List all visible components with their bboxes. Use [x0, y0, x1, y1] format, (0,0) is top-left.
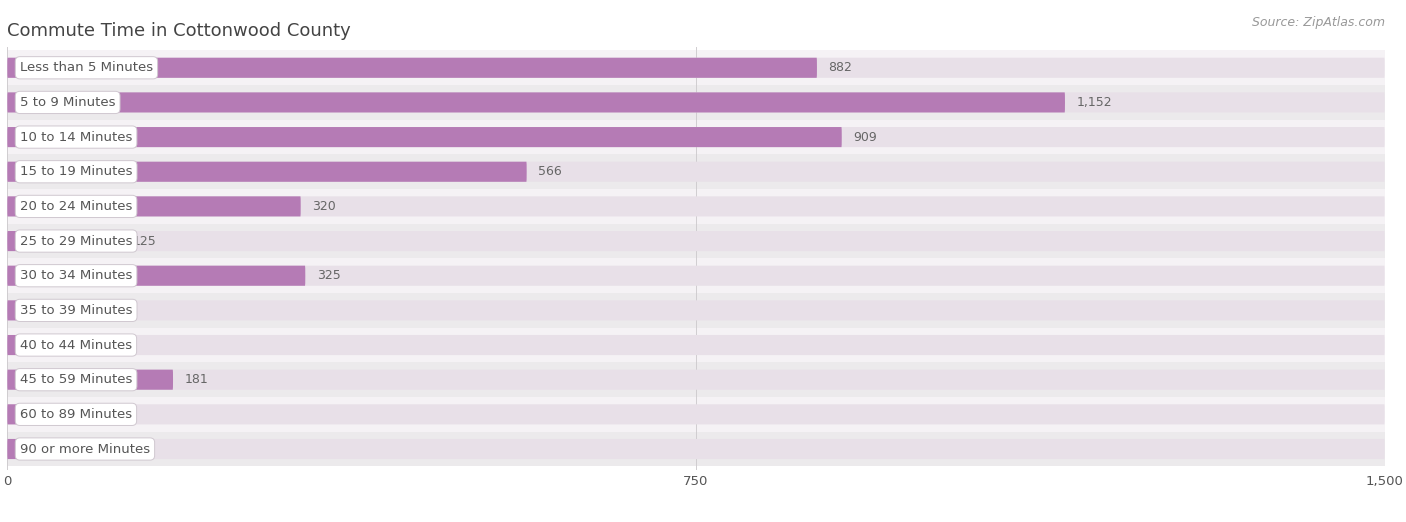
Text: 35 to 39 Minutes: 35 to 39 Minutes: [20, 304, 132, 317]
Bar: [7, 328, 1385, 362]
FancyBboxPatch shape: [7, 266, 1385, 286]
FancyBboxPatch shape: [7, 439, 1385, 459]
Bar: [7, 120, 1385, 155]
Text: 125: 125: [134, 234, 156, 247]
Text: 882: 882: [828, 61, 852, 74]
FancyBboxPatch shape: [7, 370, 1385, 390]
Text: 181: 181: [184, 373, 208, 386]
FancyBboxPatch shape: [7, 127, 842, 147]
Bar: [7, 51, 1385, 85]
Bar: [7, 85, 1385, 120]
Text: 325: 325: [316, 269, 340, 282]
FancyBboxPatch shape: [7, 300, 1385, 321]
Text: 20 to 24 Minutes: 20 to 24 Minutes: [20, 200, 132, 213]
Bar: [7, 397, 1385, 432]
Text: Source: ZipAtlas.com: Source: ZipAtlas.com: [1251, 16, 1385, 29]
FancyBboxPatch shape: [7, 162, 527, 182]
Bar: [7, 189, 1385, 224]
Text: 120: 120: [128, 443, 152, 456]
FancyBboxPatch shape: [7, 335, 1385, 355]
Text: 79: 79: [90, 304, 107, 317]
FancyBboxPatch shape: [7, 300, 79, 321]
FancyBboxPatch shape: [7, 92, 1064, 112]
Bar: [7, 258, 1385, 293]
FancyBboxPatch shape: [7, 58, 817, 78]
FancyBboxPatch shape: [7, 127, 1385, 147]
FancyBboxPatch shape: [7, 231, 121, 251]
FancyBboxPatch shape: [7, 266, 305, 286]
Text: Commute Time in Cottonwood County: Commute Time in Cottonwood County: [7, 22, 350, 40]
Text: 60 to 89 Minutes: 60 to 89 Minutes: [20, 408, 132, 421]
Bar: [7, 362, 1385, 397]
Text: 90 or more Minutes: 90 or more Minutes: [20, 443, 150, 456]
Text: 566: 566: [538, 165, 562, 178]
FancyBboxPatch shape: [7, 196, 301, 217]
FancyBboxPatch shape: [7, 162, 1385, 182]
Text: 15 to 19 Minutes: 15 to 19 Minutes: [20, 165, 132, 178]
Text: 5 to 9 Minutes: 5 to 9 Minutes: [20, 96, 115, 109]
Text: 73: 73: [86, 408, 101, 421]
Text: 25 to 29 Minutes: 25 to 29 Minutes: [20, 234, 132, 247]
Bar: [7, 432, 1385, 466]
Bar: [7, 224, 1385, 258]
FancyBboxPatch shape: [7, 92, 1385, 112]
FancyBboxPatch shape: [7, 58, 1385, 78]
FancyBboxPatch shape: [7, 231, 1385, 251]
FancyBboxPatch shape: [7, 370, 173, 390]
FancyBboxPatch shape: [7, 335, 49, 355]
Text: 30 to 34 Minutes: 30 to 34 Minutes: [20, 269, 132, 282]
Text: 10 to 14 Minutes: 10 to 14 Minutes: [20, 130, 132, 144]
FancyBboxPatch shape: [7, 439, 117, 459]
FancyBboxPatch shape: [7, 405, 1385, 424]
Text: 320: 320: [312, 200, 336, 213]
Bar: [7, 293, 1385, 328]
Text: 45 to 59 Minutes: 45 to 59 Minutes: [20, 373, 132, 386]
Bar: [7, 155, 1385, 189]
Text: Less than 5 Minutes: Less than 5 Minutes: [20, 61, 153, 74]
FancyBboxPatch shape: [7, 405, 75, 424]
Text: 1,152: 1,152: [1076, 96, 1112, 109]
FancyBboxPatch shape: [7, 196, 1385, 217]
Text: 46: 46: [60, 339, 76, 351]
Text: 909: 909: [853, 130, 877, 144]
Text: 40 to 44 Minutes: 40 to 44 Minutes: [20, 339, 132, 351]
